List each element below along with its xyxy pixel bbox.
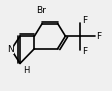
Text: F: F xyxy=(83,47,88,56)
Text: N: N xyxy=(7,45,14,54)
Text: F: F xyxy=(83,16,88,25)
Text: H: H xyxy=(23,66,29,75)
Text: F: F xyxy=(96,32,101,41)
Text: Br: Br xyxy=(36,6,46,15)
